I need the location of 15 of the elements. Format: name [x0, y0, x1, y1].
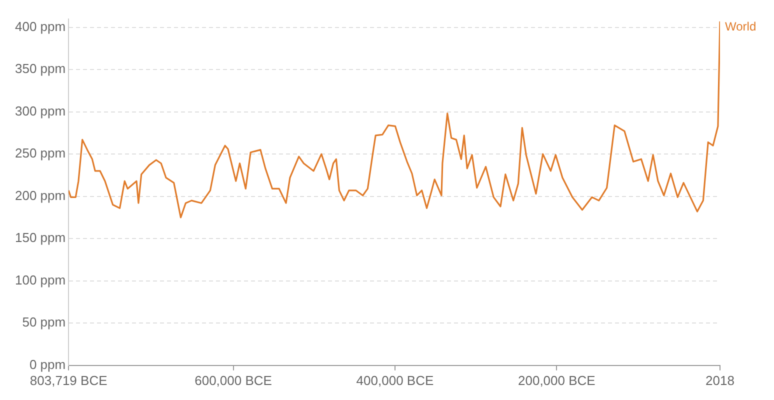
y-tick-label: 100 ppm	[14, 272, 66, 288]
x-tick-label: 400,000 BCE	[356, 372, 434, 388]
x-tick-label: 2018	[706, 372, 734, 388]
y-tick-label: 400 ppm	[14, 18, 66, 34]
y-tick-label: 0 ppm	[29, 356, 66, 372]
y-tick-label: 150 ppm	[14, 230, 66, 246]
y-tick-label: 250 ppm	[14, 146, 66, 161]
y-tick-label: 350 ppm	[14, 61, 66, 76]
y-tick-label: 300 ppm	[14, 103, 66, 118]
x-tick-label: 200,000 BCE	[518, 372, 596, 388]
y-tick-label: 200 ppm	[14, 188, 66, 203]
x-tick-label: 600,000 BCE	[194, 372, 272, 388]
series-label: World	[725, 20, 756, 34]
y-tick-label: 50 ppm	[22, 314, 66, 330]
x-tick-label: 803,719 BCE	[30, 372, 108, 388]
